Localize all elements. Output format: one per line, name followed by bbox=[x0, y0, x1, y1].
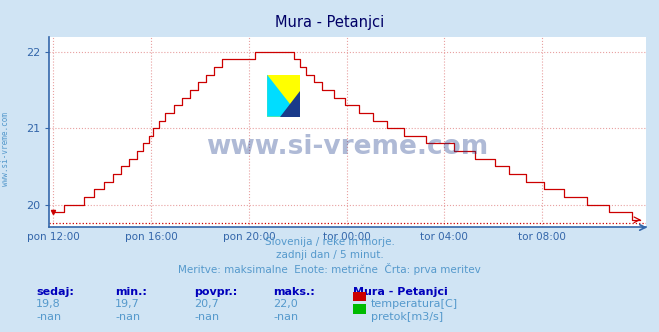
Text: -nan: -nan bbox=[273, 312, 299, 322]
Text: www.si-vreme.com: www.si-vreme.com bbox=[206, 134, 489, 160]
Text: maks.:: maks.: bbox=[273, 287, 315, 297]
Text: zadnji dan / 5 minut.: zadnji dan / 5 minut. bbox=[275, 250, 384, 260]
Text: povpr.:: povpr.: bbox=[194, 287, 238, 297]
Text: 20,7: 20,7 bbox=[194, 299, 219, 309]
Text: sedaj:: sedaj: bbox=[36, 287, 74, 297]
Text: Mura - Petanjci: Mura - Petanjci bbox=[275, 15, 384, 30]
Polygon shape bbox=[267, 75, 300, 117]
Text: min.:: min.: bbox=[115, 287, 147, 297]
Text: Mura - Petanjci: Mura - Petanjci bbox=[353, 287, 447, 297]
Text: www.si-vreme.com: www.si-vreme.com bbox=[1, 113, 10, 186]
Text: Slovenija / reke in morje.: Slovenija / reke in morje. bbox=[264, 237, 395, 247]
Text: temperatura[C]: temperatura[C] bbox=[371, 299, 458, 309]
Text: -nan: -nan bbox=[115, 312, 140, 322]
Text: 19,7: 19,7 bbox=[115, 299, 140, 309]
Text: 22,0: 22,0 bbox=[273, 299, 299, 309]
Text: 19,8: 19,8 bbox=[36, 299, 61, 309]
Text: Meritve: maksimalne  Enote: metrične  Črta: prva meritev: Meritve: maksimalne Enote: metrične Črta… bbox=[178, 263, 481, 275]
Text: -nan: -nan bbox=[36, 312, 61, 322]
Text: pretok[m3/s]: pretok[m3/s] bbox=[371, 312, 443, 322]
Polygon shape bbox=[280, 92, 300, 117]
Text: -nan: -nan bbox=[194, 312, 219, 322]
FancyBboxPatch shape bbox=[267, 75, 300, 117]
